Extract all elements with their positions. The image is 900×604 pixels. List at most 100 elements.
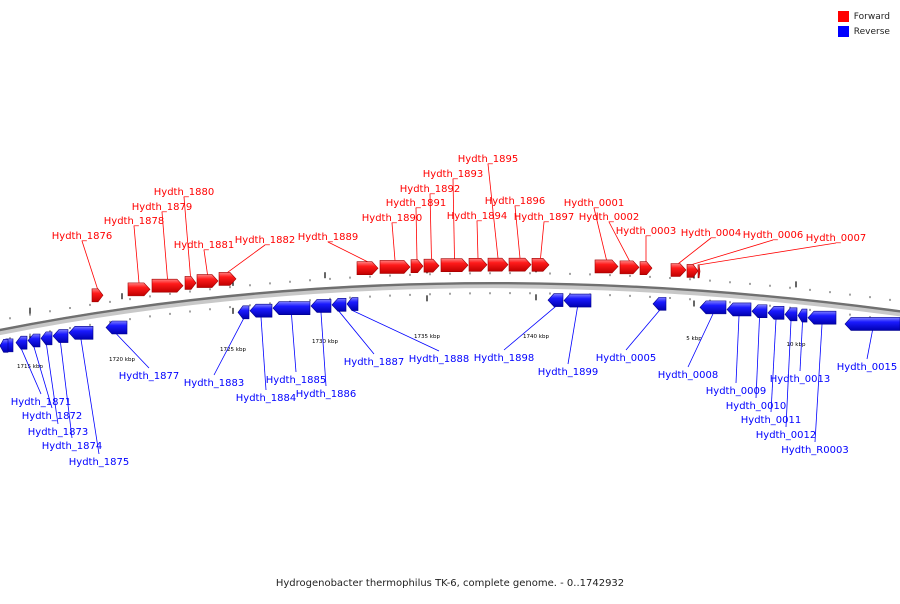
gene-hydth-0005[interactable] <box>652 297 667 311</box>
gene-label-hydth-1897: Hydth_1897 <box>514 212 575 223</box>
gene-leader-line <box>866 330 873 360</box>
gene-hydth-0002[interactable] <box>619 260 640 275</box>
gene-hydth-1883[interactable] <box>237 305 250 320</box>
gene-label-hydth-0004: Hydth_0004 <box>681 228 742 239</box>
gene-hydth-0008[interactable] <box>699 300 727 315</box>
gene-label-hydth-1895: Hydth_1895 <box>458 154 519 165</box>
gene-hydth-0011[interactable] <box>767 306 785 320</box>
gene-label-hydth-0011: Hydth_0011 <box>741 415 802 426</box>
gene-leader-line <box>608 221 630 262</box>
gene-hydth-r0003[interactable] <box>807 310 837 325</box>
gene-hydth-1899[interactable] <box>563 293 592 308</box>
gene-label-hydth-1871: Hydth_1871 <box>11 397 72 408</box>
gene-hydth-1891[interactable] <box>410 259 424 273</box>
gene-leader-line <box>391 222 396 261</box>
gene-label-hydth-1880: Hydth_1880 <box>154 187 215 198</box>
gene-leader-line <box>429 193 432 260</box>
gene-label-hydth-0015: Hydth_0015 <box>837 362 898 373</box>
gene-hydth-1884[interactable] <box>249 303 273 318</box>
gene-leader-line <box>452 178 455 259</box>
gene-label-hydth-0007: Hydth_0007 <box>806 233 867 244</box>
gene-label-hydth-1878: Hydth_1878 <box>104 216 165 227</box>
gene-hydth-1898[interactable] <box>547 293 564 307</box>
gene-hydth-1886[interactable] <box>310 299 332 313</box>
legend-forward-label: Forward <box>853 11 890 22</box>
gene-hydth-1871[interactable] <box>15 335 28 350</box>
gene-hydth-1896[interactable] <box>508 257 532 272</box>
gene-hydth-0001[interactable] <box>594 259 619 274</box>
gene-label-hydth-0001: Hydth_0001 <box>564 198 625 209</box>
gene-leader-line <box>487 163 499 259</box>
gene-leader-line <box>814 324 823 443</box>
gene-hydth-0009[interactable] <box>726 302 752 317</box>
gene-hydth-1874[interactable] <box>52 329 69 343</box>
gene-label-hydth-1876: Hydth_1876 <box>52 231 113 242</box>
gene-hydth-1888[interactable] <box>346 297 359 311</box>
gene-leader-line <box>46 344 59 425</box>
gene-label-hydth-1884: Hydth_1884 <box>236 393 297 404</box>
gene-label-hydth-1877: Hydth_1877 <box>119 371 180 382</box>
gene-hydth-1894[interactable] <box>468 258 488 272</box>
gene-hydth-0010[interactable] <box>751 304 768 319</box>
gene-hydth-1892[interactable] <box>423 258 440 273</box>
gene-hydth-1882[interactable] <box>218 272 237 286</box>
gene-leader-line <box>735 315 740 384</box>
gene-hydth-1895[interactable] <box>487 257 509 272</box>
gene-hydth-1881[interactable] <box>196 274 219 288</box>
gene-label-hydth-r0003: Hydth_R0003 <box>781 445 848 456</box>
gene-hydth-0013[interactable] <box>797 308 808 323</box>
gene-label-hydth-1890: Hydth_1890 <box>362 213 423 224</box>
gene-label-hydth-1889: Hydth_1889 <box>298 232 359 243</box>
gene-hydth-1879[interactable] <box>151 278 184 293</box>
gene-leader-line <box>770 319 777 413</box>
gene-hydth-0003[interactable] <box>639 261 653 275</box>
tick-label: 1735 kbp <box>414 334 440 340</box>
gene-label-hydth-1898: Hydth_1898 <box>474 353 535 364</box>
gene-label-hydth-0013: Hydth_0013 <box>770 374 831 385</box>
gene-hydth-1877[interactable] <box>105 320 128 335</box>
genome-backbone <box>0 281 900 332</box>
gene-hydth-1893[interactable] <box>440 258 469 272</box>
gene-label-hydth-0005: Hydth_0005 <box>596 353 657 364</box>
gene-label-hydth-1886: Hydth_1886 <box>296 389 357 400</box>
gene-label-hydth-1888: Hydth_1888 <box>409 354 470 365</box>
gene-label-hydth-0009: Hydth_0009 <box>706 386 767 397</box>
gene-hydth-1875[interactable] <box>68 325 94 340</box>
gene-hydth-1876[interactable] <box>91 288 104 303</box>
gene-hydth-1878[interactable] <box>127 282 151 297</box>
gene-label-hydth-1887: Hydth_1887 <box>344 357 405 368</box>
gene-leader-line <box>60 342 73 439</box>
gene-leader-line <box>203 249 208 275</box>
gene-leader-line <box>503 306 556 351</box>
gene-hydth-0006[interactable] <box>686 264 699 278</box>
gene-label-hydth-0010: Hydth_0010 <box>726 401 787 412</box>
gene-hydth-1887[interactable] <box>331 298 347 312</box>
gene-leader-line <box>692 239 774 265</box>
gene-label-hydth-1873: Hydth_1873 <box>28 427 89 438</box>
gene-label-hydth-0002: Hydth_0002 <box>579 212 640 223</box>
gene-hydth-0004[interactable] <box>670 263 687 277</box>
legend: Forward Reverse <box>837 9 890 39</box>
gene-hydth-1889[interactable] <box>356 261 379 276</box>
gene-hydth-1873[interactable] <box>40 331 53 346</box>
gene-hydth-0007[interactable] <box>697 264 701 279</box>
gene-hydth-0012[interactable] <box>784 307 798 322</box>
gene-hydth-1897[interactable] <box>531 258 550 272</box>
gene-hydth-1872[interactable] <box>27 333 41 348</box>
gene-hydth-1890[interactable] <box>379 260 411 274</box>
gene-leader-line <box>320 312 327 387</box>
gene-hydth-0015[interactable] <box>844 317 900 331</box>
gene-label-hydth-1894: Hydth_1894 <box>447 211 508 222</box>
gene-[interactable] <box>0 339 9 353</box>
gene-hydth-1880[interactable] <box>184 276 197 290</box>
gene-hydth-1885[interactable] <box>272 301 311 315</box>
gene-leader-line <box>687 313 714 368</box>
figure-caption: Hydrogenobacter thermophilus TK-6, compl… <box>275 578 625 589</box>
tick-label: 1715 kbp <box>17 364 43 370</box>
gene-leader-line <box>755 317 760 399</box>
gene-label-hydth-1899: Hydth_1899 <box>538 367 599 378</box>
gene-leader-line <box>415 207 418 260</box>
gene-leader-line <box>133 225 140 283</box>
